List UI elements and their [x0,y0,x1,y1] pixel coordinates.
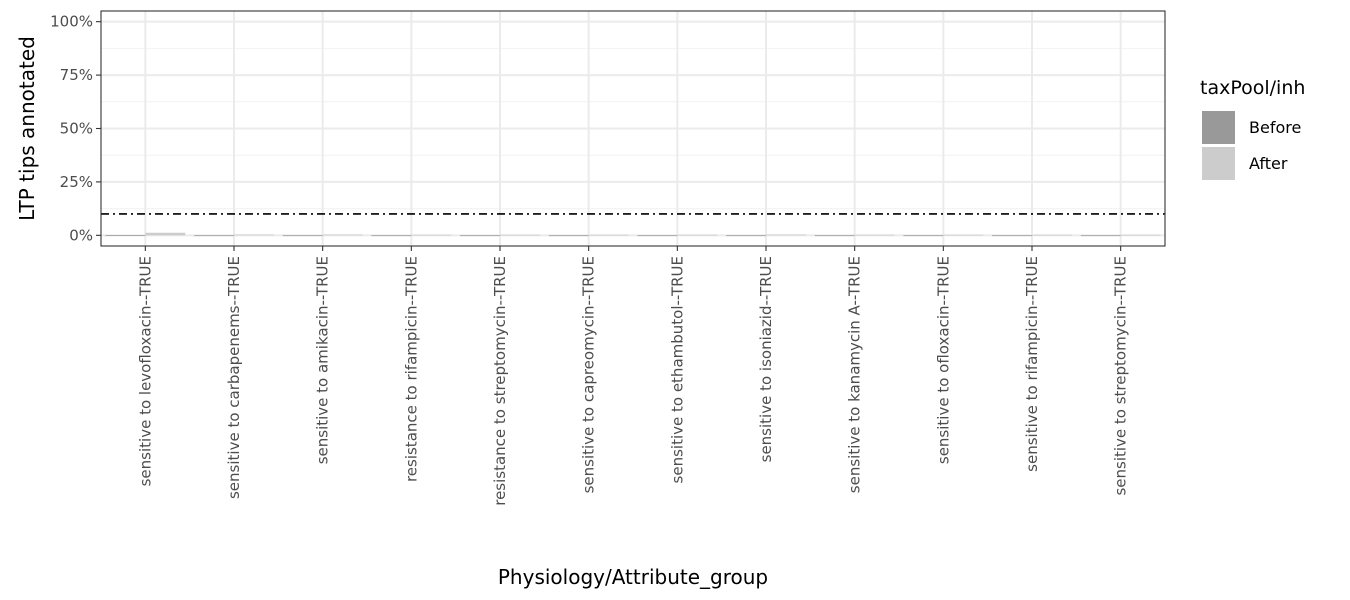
legend: taxPool/inh Before After [1200,77,1305,180]
bar-after [1032,234,1072,236]
x-tick-label: sensitive to levofloxacin--TRUE [136,256,154,486]
x-tick-label: resistance to streptomycin--TRUE [491,256,509,506]
y-axis-title: LTP tips annotated [15,36,39,221]
legend-swatch-before [1202,111,1235,144]
legend-title: taxPool/inh [1200,77,1305,99]
bar-before [992,235,1032,237]
x-axis-title: Physiology/Attribute_group [498,565,768,589]
bar-before [814,235,855,237]
bar-after [322,234,363,236]
bar-before [903,235,944,237]
legend-label-after: After [1249,154,1288,173]
bar-before [726,235,766,237]
bar-before [460,235,500,237]
legend-swatch-after [1202,147,1235,180]
bar-after [411,234,452,236]
bar-before [371,235,412,237]
y-axis: 0% 25% 50% 75% 100% [50,13,101,244]
x-tick-label: sensitive to isoniazid--TRUE [757,256,775,462]
bar-after [677,234,718,236]
x-tick-label: sensitive to rifampicin--TRUE [1023,256,1041,472]
bar-after [500,234,540,236]
y-tick-label: 75% [60,66,93,84]
legend-label-before: Before [1249,118,1301,137]
grid [101,11,1165,246]
x-axis: sensitive to levofloxacin--TRUE sensitive… [136,246,1130,506]
y-tick-label: 100% [50,13,93,31]
x-tick-label: sensitive to ofloxacin--TRUE [934,256,952,464]
bar-before [548,235,589,237]
bar-before [105,235,146,237]
legend-items: Before After [1202,111,1301,180]
x-tick-label: sensitive to capreomycin--TRUE [580,256,598,493]
bar-after [145,232,186,236]
bar-after [1120,234,1161,236]
bars [105,232,1161,237]
x-tick-label: sensitive to amikacin--TRUE [314,256,332,464]
y-tick-label: 25% [60,173,93,191]
x-tick-label: sensitive to kanamycin A--TRUE [846,256,864,493]
y-tick-label: 50% [60,120,93,138]
bar-before [1080,235,1121,237]
x-tick-label: resistance to rifampicin--TRUE [402,256,420,482]
x-tick-label: sensitive to streptomycin--TRUE [1112,256,1130,496]
bar-before [637,235,678,237]
x-tick-label: sensitive to carbapenems--TRUE [225,256,243,499]
bar-after [854,234,895,236]
bar-before [282,235,323,237]
bar-after [234,234,274,236]
bar-before [194,235,234,237]
bar-after [943,234,984,236]
bar-after [588,234,629,236]
y-tick-label: 0% [69,226,93,244]
bar-after [766,234,806,236]
x-tick-label: sensitive to ethambutol--TRUE [668,256,686,483]
